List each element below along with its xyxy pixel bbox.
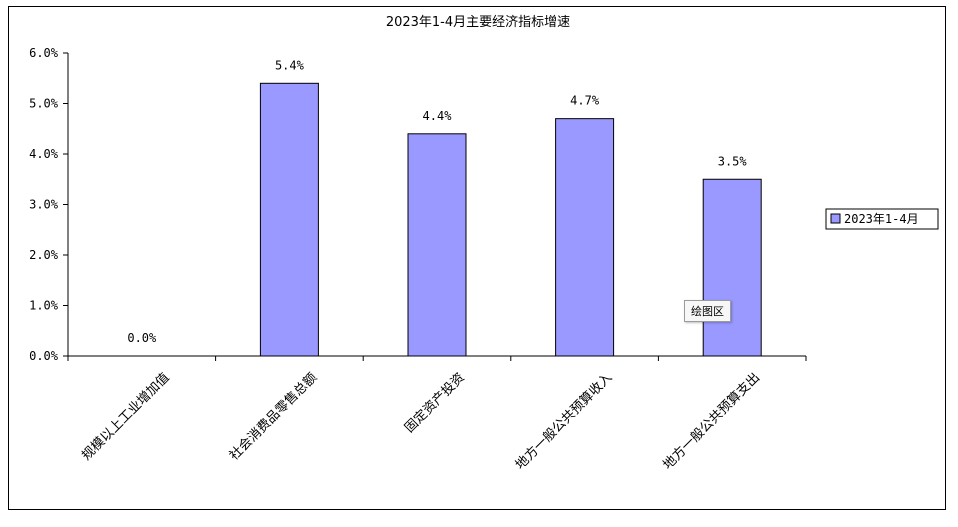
chart-frame (8, 6, 946, 510)
category-label: 规模以上工业增加值 (79, 370, 173, 464)
bar (702, 178, 762, 357)
data-label: 4.4% (423, 109, 453, 123)
y-tick-label: 0.0% (29, 349, 59, 363)
data-label: 0.0% (127, 331, 157, 345)
y-tick-label: 5.0% (29, 97, 59, 111)
y-tick-label: 6.0% (29, 46, 59, 60)
category-label: 地方一般公共预算收入 (512, 370, 615, 473)
legend-swatch (830, 213, 841, 224)
category-label: 固定资产投资 (401, 370, 467, 436)
category-label: 地方一般公共预算支出 (660, 370, 763, 473)
y-tick-label: 3.0% (29, 198, 59, 212)
y-tick-label: 4.0% (29, 147, 59, 161)
data-label: 5.4% (275, 58, 305, 72)
bar (259, 82, 319, 357)
legend-box (825, 208, 939, 230)
category-label: 社会消费品零售总额 (226, 370, 320, 464)
bar (555, 118, 615, 357)
bar (407, 133, 467, 357)
data-label: 4.7% (570, 94, 600, 108)
y-tick-label: 1.0% (29, 299, 59, 313)
plot-area-tooltip: 绘图区 (684, 300, 731, 322)
y-tick-label: 2.0% (29, 248, 59, 262)
legend-label: 2023年1-4月 (844, 212, 919, 226)
data-label: 3.5% (718, 154, 748, 168)
chart-title: 2023年1-4月主要经济指标增速 (386, 15, 570, 30)
